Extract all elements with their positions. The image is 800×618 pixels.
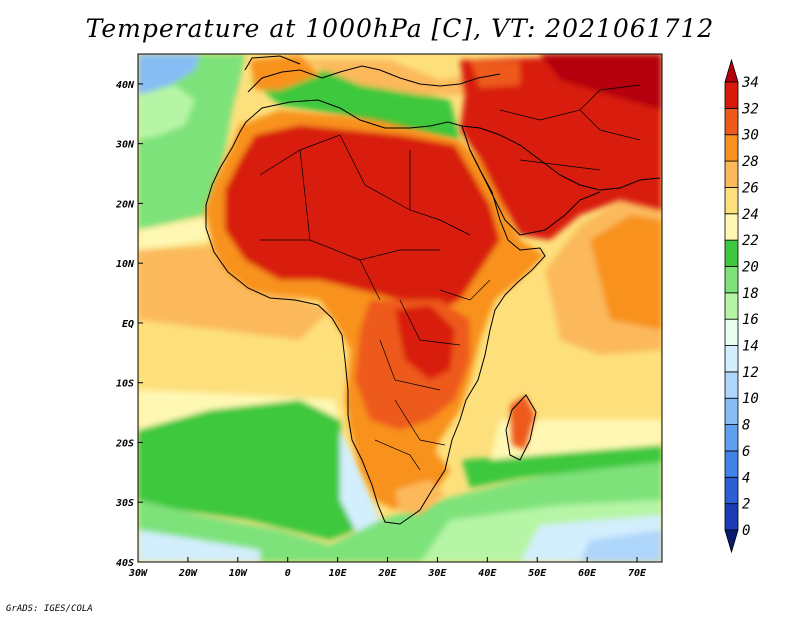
- colorbar-swatch: [724, 81, 739, 109]
- colorbar-label: 4: [742, 470, 750, 486]
- colorbar-label: 30: [741, 128, 759, 144]
- colorbar-swatch: [724, 239, 739, 267]
- colorbar-label: 34: [741, 75, 759, 91]
- coastline-africa: [205, 99, 546, 525]
- field-europe-warm: [300, 60, 470, 95]
- borders-mideast: [499, 84, 641, 171]
- coastlines: [205, 55, 661, 525]
- coastline-n-med: [247, 65, 501, 93]
- x-tick-label: 70E: [628, 568, 647, 579]
- colorbar-swatch: [724, 134, 739, 162]
- field-sahara-34: [225, 125, 500, 310]
- field-arabian-sea: [590, 215, 662, 330]
- colorbar-label: 26: [742, 180, 759, 196]
- colorbar-label: 2: [742, 497, 750, 513]
- colorbar-cap-bottom: [724, 529, 739, 554]
- colorbar-label: 14: [742, 339, 759, 355]
- colorbar-swatch: [724, 371, 739, 399]
- field-s-indian-20: [462, 440, 662, 488]
- field-mediterranean: [250, 70, 460, 140]
- y-tick-label: 20S: [115, 438, 134, 449]
- field-madagascar: [510, 395, 535, 450]
- colorbar-label: 8: [742, 418, 750, 434]
- field-iran-hot: [540, 54, 662, 110]
- coastline-madagascar: [505, 394, 537, 461]
- field-s-atlantic-24: [138, 320, 340, 400]
- field-s-atlantic-16: [138, 530, 260, 562]
- y-tick-label: 30N: [115, 140, 135, 151]
- coastline-iberia: [244, 55, 301, 71]
- y-tick-label: 20N: [115, 199, 135, 210]
- colorbar-label: 16: [742, 312, 759, 328]
- x-tick-label: 50E: [528, 568, 547, 579]
- colorbar-swatch: [724, 107, 739, 136]
- y-tick-label: 40N: [116, 80, 135, 91]
- field-benguela: [340, 430, 380, 540]
- field-middle-east-34: [460, 54, 662, 240]
- colorbar-label: 18: [742, 286, 759, 302]
- x-tick-label: 0: [285, 568, 291, 579]
- colorbar-label: 0: [742, 523, 750, 539]
- colorbar-label: 22: [742, 233, 759, 249]
- field-iberia: [250, 55, 320, 90]
- colorbar-label: 6: [742, 444, 750, 460]
- temperature-field: [138, 54, 662, 562]
- x-tick-label: 40E: [478, 568, 497, 579]
- colorbar-swatch: [724, 318, 739, 346]
- colorbar-swatch: [724, 503, 739, 531]
- colorbar-label: 32: [741, 101, 759, 117]
- colorbar-swatch: [724, 187, 739, 215]
- colorbar-label: 10: [742, 391, 759, 407]
- y-tick-label: 30S: [115, 498, 134, 509]
- borders: [259, 84, 641, 471]
- colorbar-label: 20: [742, 259, 759, 275]
- x-tick-label: 20E: [377, 568, 397, 579]
- colorbar-swatch: [724, 345, 739, 373]
- x-tick-label: 10E: [329, 568, 348, 579]
- plot-frame: [137, 53, 663, 563]
- colorbar-swatch: [724, 213, 739, 241]
- x-tick-label: 60E: [578, 568, 597, 579]
- map-title: Temperature at 1000hPa [C], VT: 20210617…: [85, 14, 715, 43]
- field-s-atlantic-20: [138, 400, 380, 540]
- y-tick-label: 40S: [116, 558, 134, 569]
- colorbar-label: 28: [742, 154, 759, 170]
- colorbar-swatch: [724, 397, 739, 425]
- colorbar-cap-top: [724, 58, 739, 83]
- colorbar-swatch: [724, 450, 739, 478]
- field-turkey-32: [470, 60, 520, 88]
- coastline-arabia: [461, 125, 661, 191]
- credit-label: GrADS: IGES/COLA: [6, 604, 93, 614]
- colorbar-swatch: [724, 476, 739, 505]
- x-tick-label: 30W: [128, 568, 148, 579]
- field-gulf-guinea: [138, 245, 330, 340]
- colorbar-label: 24: [742, 207, 759, 223]
- x-tick-label: 10W: [229, 568, 248, 579]
- y-tick-label: 10N: [116, 259, 135, 270]
- coastline-red-sea: [469, 149, 601, 236]
- x-tick-label: 30E: [427, 568, 447, 579]
- y-tick-label: 10S: [116, 379, 134, 390]
- field-atlantic-22: [138, 218, 215, 250]
- field-s-indian-22: [490, 420, 662, 460]
- x-tick-label: 20W: [178, 568, 198, 579]
- y-axis: 40N 30N 20N 10N EQ 10S 20S 30S 40S: [115, 80, 143, 569]
- x-axis: 30W 20W 10W 0 10E 20E 30E 40E 50E 60E 70E: [128, 557, 647, 579]
- field-n-atlantic-cold: [138, 54, 200, 95]
- field-s-indian-12: [580, 530, 662, 562]
- y-tick-label: EQ: [122, 319, 134, 330]
- borders-africa: [259, 134, 491, 471]
- colorbar-swatch: [724, 266, 739, 294]
- colorbar-swatch: [724, 424, 739, 452]
- field-n-atlantic-cool: [138, 85, 195, 140]
- colorbar-label: 12: [742, 365, 759, 381]
- colorbar-swatch: [724, 160, 739, 188]
- field-congo-34: [395, 305, 455, 380]
- colorbar-swatch: [724, 292, 739, 320]
